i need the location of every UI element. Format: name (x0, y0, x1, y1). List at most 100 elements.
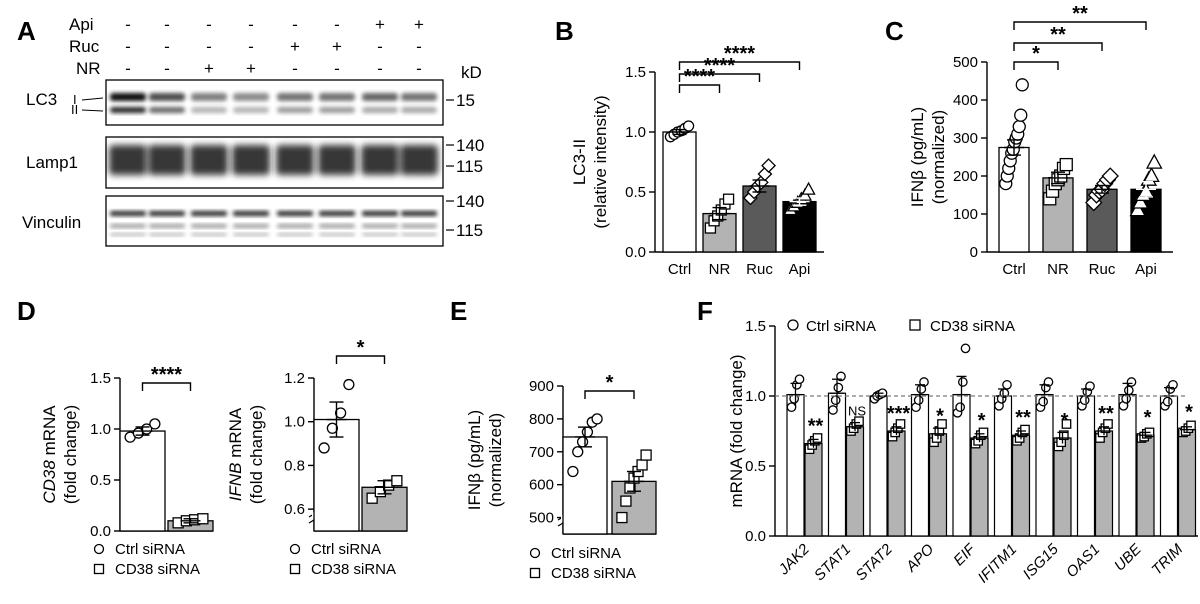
data-point (1129, 201, 1147, 217)
x-tick-label: UBE (1111, 540, 1146, 575)
y-axis-label: IFNβ (pg/mL) (465, 410, 484, 510)
vinculin-band-lower (233, 224, 269, 228)
x-tick-label: STAT2 (852, 540, 896, 584)
lc3-band-i (319, 93, 355, 101)
y-axis-label: (relative intensity) (591, 95, 610, 228)
treatment-mark: - (164, 15, 170, 34)
data-point (1058, 430, 1069, 441)
legend-marker-ctrl (787, 319, 799, 331)
data-point (978, 427, 989, 438)
lc3-blot-strip (105, 79, 444, 126)
data-point (366, 492, 378, 504)
bar-ctrl (993, 395, 1013, 537)
x-tick-label: ISG15 (1020, 540, 1063, 583)
data-point (1079, 395, 1090, 406)
data-point (1012, 119, 1026, 134)
data-point (828, 405, 838, 415)
chart-b: 0.00.51.01.5 ************Ctrl NR Ruc ApiLC3-… (570, 43, 824, 278)
treatment-mark: + (290, 37, 300, 56)
bar-cd38 (1053, 437, 1072, 537)
significance-label: * (357, 337, 365, 359)
data-point (833, 382, 844, 393)
marker-vinc-115: 115 (456, 221, 483, 240)
bar-cd38 (845, 426, 865, 537)
bar-cd38 (804, 443, 823, 537)
y-axis-label-unit: mRNA (40, 405, 59, 460)
significance-label: **** (704, 55, 735, 77)
significance-label: * (1032, 43, 1040, 65)
lc3-band-ii (362, 107, 398, 113)
data-point (149, 418, 161, 430)
legend-marker (93, 563, 105, 575)
legend-label: CD38 siRNA (115, 561, 200, 578)
vinculin-band (233, 211, 269, 216)
y-axis-label-line2: (fold change) (247, 405, 266, 504)
lc3-band-ii (149, 107, 185, 113)
significance-label: * (1144, 407, 1152, 429)
data-point (761, 158, 776, 174)
bar (119, 430, 166, 532)
panel-label-a: A (17, 16, 36, 46)
vinculin-band-lower (319, 224, 355, 228)
lc3-band-i (277, 93, 313, 101)
significance-bracket (678, 84, 721, 93)
significance-label: *** (887, 403, 911, 425)
legend-marker (529, 567, 541, 579)
vinculin-band-lower (277, 224, 313, 228)
y-tick-label: 0.0 (745, 528, 766, 545)
significance-label: ** (1015, 407, 1031, 429)
significance-label: ** (1072, 3, 1088, 25)
lc3-band-ii (277, 107, 313, 113)
x-tick-label: Ctrl (1002, 261, 1025, 278)
vinculin-band (362, 211, 398, 216)
data-point (343, 378, 355, 391)
y-tick-label: 700 (529, 444, 554, 461)
data-point (1168, 379, 1178, 390)
treatment-mark: - (292, 59, 298, 78)
data-point (812, 433, 823, 443)
y-tick-label: 0 (970, 244, 978, 261)
data-point (391, 475, 403, 487)
data-point (722, 193, 735, 205)
vinculin-bands (110, 211, 437, 236)
y-tick-label: 900 (529, 378, 554, 395)
vinculin-band-lower (110, 233, 146, 236)
treatment-mark: - (125, 37, 131, 56)
bar-cd38 (887, 430, 906, 537)
vinculin-band-lower (401, 224, 437, 228)
legend-label: CD38 siRNA (311, 561, 396, 578)
treatment-mark: - (377, 59, 383, 78)
y-axis-label-gene: CD38 (40, 460, 59, 504)
treatment-mark: - (206, 37, 212, 56)
data-point (1002, 379, 1012, 390)
treatment-mark: + (246, 59, 256, 78)
y-tick-label: 0.6 (284, 501, 305, 518)
data-point (576, 436, 589, 448)
lc3-arrow-ii (81, 109, 104, 112)
significance-bracket (335, 355, 386, 364)
significance-bracket (584, 390, 635, 399)
vinculin-band-lower (362, 224, 398, 228)
x-tick-label: TRIM (1148, 540, 1186, 578)
marker-vinc-140: 140 (456, 192, 484, 211)
data-point (895, 419, 906, 429)
bar-cd38 (1094, 430, 1114, 537)
lamp1-band (232, 145, 270, 175)
y-tick-label: 1.0 (90, 421, 111, 438)
y-tick-label: 1.0 (625, 124, 646, 141)
data-point (1038, 396, 1049, 407)
y-tick-label: 1.0 (284, 414, 305, 431)
data-point (1015, 78, 1029, 92)
vinculin-band-lower (191, 233, 227, 236)
x-tick-label: Api (1135, 261, 1157, 278)
lc3-band-label-ii: II (71, 102, 78, 117)
data-point (334, 407, 347, 419)
significance-label: * (978, 410, 986, 432)
lamp1-bands (109, 145, 438, 175)
bar-ctrl (827, 392, 847, 537)
lamp1-band (361, 145, 399, 175)
y-tick-label: 0.5 (90, 472, 111, 489)
treatment-mark: - (334, 15, 340, 34)
lc3-band-i (401, 93, 437, 101)
